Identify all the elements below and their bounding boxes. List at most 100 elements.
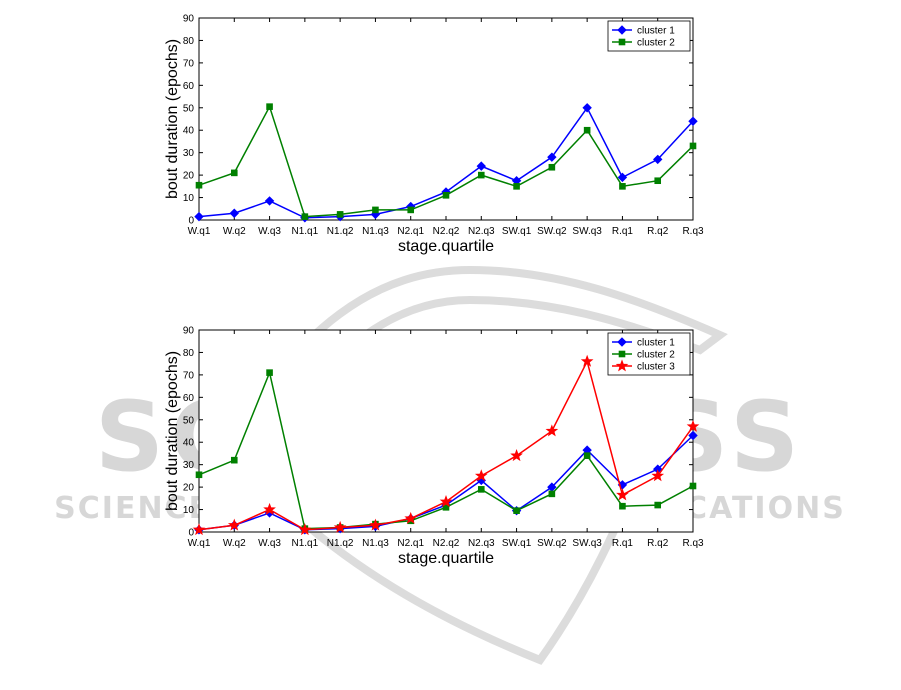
y-axis-label: bout duration (epochs) [164,39,181,199]
data-point [547,152,557,162]
data-point [264,196,275,206]
data-point [477,171,485,179]
y-tick-label: 20 [183,483,195,494]
x-tick-label: N2.q1 [397,538,424,549]
data-point [369,518,382,531]
y-tick-label: 70 [183,58,195,69]
x-tick-label: N2.q2 [433,538,460,549]
data-point [688,116,698,126]
y-tick-label: 90 [183,326,195,337]
y-axis-label: bout duration (epochs) [164,351,181,511]
x-tick-label: N1.q1 [292,538,319,549]
data-point [545,424,559,437]
series-cluster-2 [195,103,697,220]
x-tick-label: SW.q2 [537,538,567,549]
x-tick-label: W.q3 [258,538,281,549]
x-tick-label: R.q2 [647,226,669,237]
data-point [654,501,662,509]
x-tick-label: R.q3 [682,538,704,549]
data-point [230,456,238,464]
legend-marker [618,350,626,358]
x-tick-label: N2.q3 [468,538,495,549]
y-tick-label: 60 [183,81,195,92]
data-point [195,181,203,189]
series-cluster-3 [192,354,700,536]
y-tick-label: 0 [188,528,194,539]
data-point [651,469,665,482]
data-point [298,523,312,536]
y-tick-label: 20 [183,171,195,182]
legend-label: cluster 3 [637,362,675,373]
y-tick-label: 30 [183,460,195,471]
y-tick-label: 30 [183,148,195,159]
data-point [689,482,697,490]
x-tick-label: N1.q3 [362,226,389,237]
plot-area [198,17,694,221]
data-point [192,523,206,536]
x-tick-label: N2.q3 [468,226,495,237]
data-point [263,502,276,515]
x-tick-label: W.q1 [188,226,211,237]
data-point [227,518,241,531]
x-tick-label: N1.q1 [292,226,319,237]
data-point [476,161,486,171]
y-tick-label: 90 [183,14,195,25]
chart-top: 0 10 20 30 40 50 60 70 80 90 W.q1 W.q2 W.q3 N1.q1 N1.q… [164,14,704,256]
x-tick-label: SW.q1 [502,226,532,237]
x-tick-label: R.q1 [612,538,634,549]
data-point [477,486,485,493]
legend-marker [617,337,627,347]
x-tick-label: SW.q1 [502,538,532,549]
x-tick-label: SW.q3 [572,226,602,237]
y-tick-label: 10 [183,193,195,204]
data-point [442,504,450,511]
data-point [654,177,662,185]
data-point [333,520,347,533]
x-tick-label: R.q3 [682,226,704,237]
data-point [548,490,556,498]
x-tick-label: R.q1 [612,226,634,237]
y-tick-label: 50 [183,415,195,426]
x-tick-label: SW.q2 [537,226,567,237]
y-tick-label: 40 [183,126,195,137]
data-point [583,452,591,459]
y-tick-label: 50 [183,103,195,114]
x-tick-label: N2.q2 [433,226,460,237]
data-point [616,488,629,501]
data-point [372,206,379,214]
x-tick-label: W.q1 [188,538,211,549]
data-point [583,126,591,134]
data-point [580,354,594,367]
data-point [513,507,520,514]
x-tick-label: W.q2 [223,538,246,549]
y-tick-label: 80 [183,348,195,359]
data-point [439,495,453,508]
x-tick-label: R.q2 [647,538,669,549]
y-tick-label: 70 [183,370,195,381]
data-point [195,471,203,479]
data-point [194,211,204,222]
data-point [619,183,626,190]
x-tick-label: N1.q3 [362,538,389,549]
chart-bottom: 0 10 20 30 40 50 60 70 80 90 W.q1 W.q2 W.q3 N1.q1 N1.q… [164,326,704,568]
data-point [686,419,700,432]
data-point [336,211,344,218]
data-point [301,213,309,220]
data-point [548,163,556,171]
legend-marker [617,25,627,35]
y-tick-label: 0 [188,216,194,227]
data-point [266,103,273,110]
legend-marker [615,359,629,372]
x-tick-label: N2.q1 [397,226,424,237]
data-point [474,469,488,482]
data-point [404,511,418,524]
legend-label: cluster 1 [637,338,675,349]
legend-label: cluster 1 [637,26,675,37]
x-tick-label: SW.q3 [572,538,602,549]
data-point [688,430,698,441]
legend-marker [618,38,626,46]
data-point [266,369,273,376]
data-point [617,172,628,183]
x-tick-label: N1.q2 [327,226,354,237]
